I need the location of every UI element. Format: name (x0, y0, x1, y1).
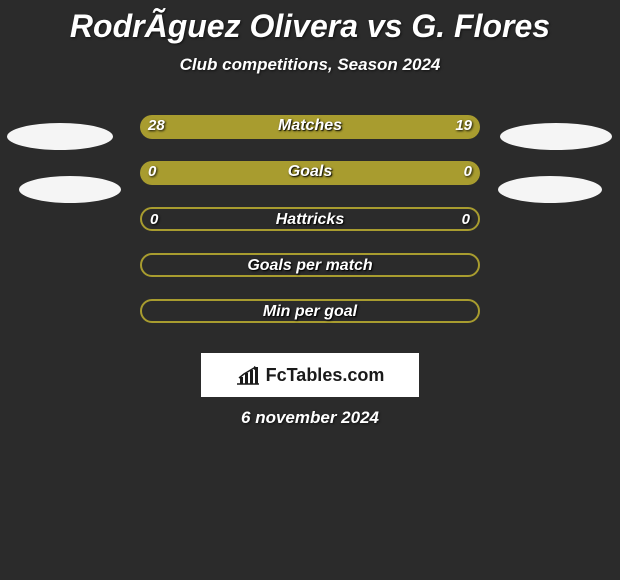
player-ellipse (19, 176, 121, 203)
stat-label: Goals per match (142, 257, 478, 275)
page-title: RodrÃ­guez Olivera vs G. Flores (0, 0, 620, 45)
stat-value-right: 19 (455, 117, 472, 134)
player-ellipse (500, 123, 612, 150)
comparison-chart: Matches2819Goals00Hattricks00Goals per m… (0, 115, 620, 345)
stat-row: Goals per match (0, 253, 620, 299)
logo-box: FcTables.com (201, 353, 419, 397)
stat-label: Goals (140, 163, 480, 181)
stat-bar: Min per goal (140, 299, 480, 323)
logo-text: FcTables.com (266, 365, 385, 386)
stat-bar: Matches28 19 (140, 115, 480, 139)
stat-bar: Goals0 0 (140, 161, 480, 185)
stat-row: Hattricks0 0 (0, 207, 620, 253)
footer-date: 6 november 2024 (0, 408, 620, 428)
stat-value-right: 0 (462, 211, 470, 228)
player-ellipse (498, 176, 602, 203)
stat-value-left: 0 (150, 211, 158, 228)
stat-label: Matches (140, 117, 480, 135)
stat-value-right: 0 (464, 163, 472, 180)
stat-value-left: 0 (148, 163, 156, 180)
stat-label: Hattricks (142, 211, 478, 229)
player-ellipse (7, 123, 113, 150)
page-subtitle: Club competitions, Season 2024 (0, 55, 620, 75)
stat-row: Min per goal (0, 299, 620, 345)
stat-bar: Goals per match (140, 253, 480, 277)
bars-icon (236, 365, 260, 385)
stat-bar: Hattricks0 0 (140, 207, 480, 231)
stat-value-left: 28 (148, 117, 165, 134)
logo: FcTables.com (236, 365, 385, 386)
stat-label: Min per goal (142, 303, 478, 321)
